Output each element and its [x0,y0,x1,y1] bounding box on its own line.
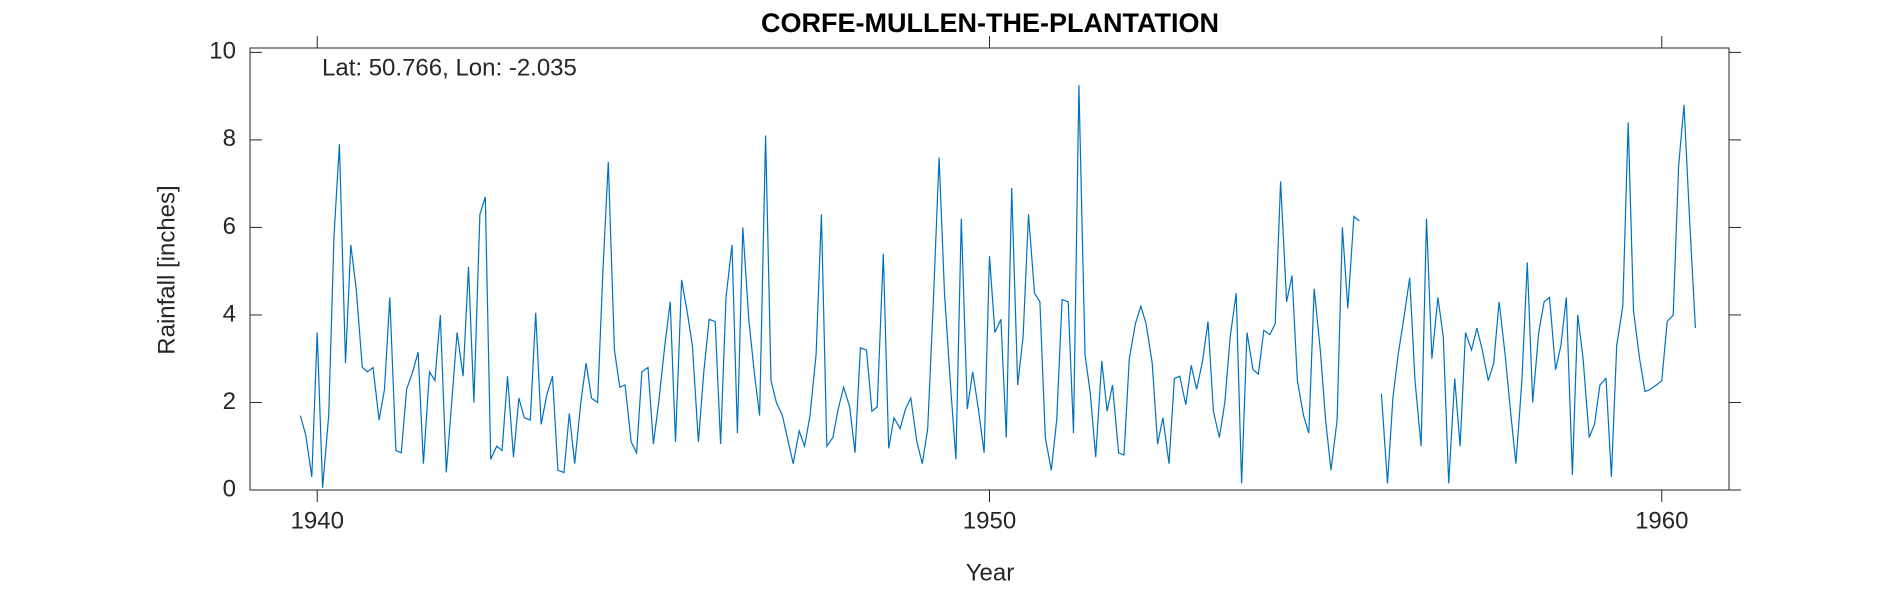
y-tick-label: 6 [223,213,236,240]
y-axis-label: Rainfall [inches] [153,185,180,354]
x-tick-label: 1940 [291,507,344,534]
chart-title: CORFE-MULLEN-THE-PLANTATION [761,8,1219,38]
data-line [299,85,1696,488]
y-tick-label: 2 [223,388,236,415]
y-tick-label: 8 [223,125,236,152]
y-tick-label: 4 [223,300,236,327]
x-tick-label: 1950 [963,507,1016,534]
x-tick-label: 1960 [1635,507,1688,534]
y-tick-label: 0 [223,475,236,502]
x-axis-label: Year [966,559,1015,586]
y-tick-label: 10 [209,38,236,65]
annotation: Lat: 50.766, Lon: -2.035 [322,54,577,81]
